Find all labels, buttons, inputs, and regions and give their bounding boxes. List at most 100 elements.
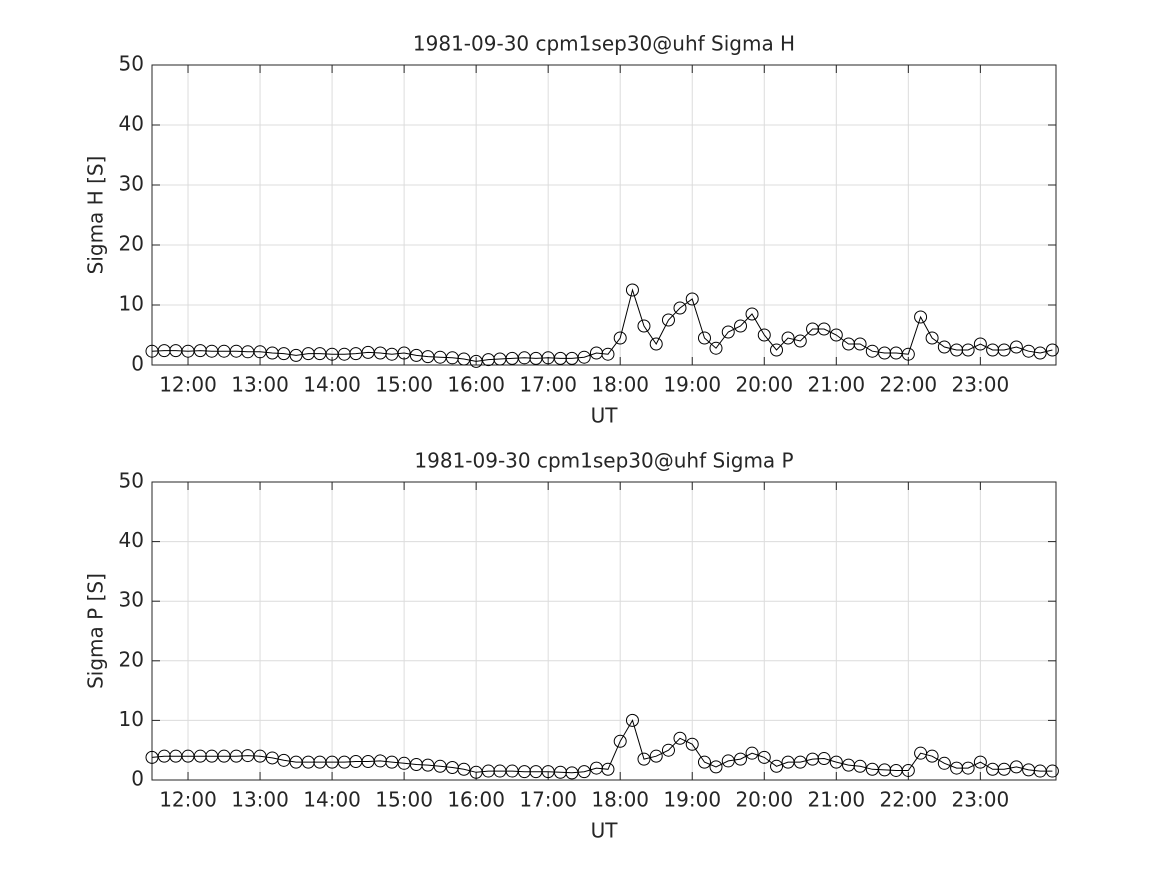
data-point (709, 341, 723, 355)
x-tick-label: 18:00 (591, 788, 649, 812)
x-tick-label: 14:00 (303, 788, 361, 812)
y-tick-label: 20 (119, 647, 144, 671)
chart-title: 1981-09-30 cpm1sep30@uhf Sigma H (413, 32, 795, 56)
data-point (961, 761, 975, 775)
data-point (457, 352, 471, 366)
y-tick-label: 40 (119, 112, 144, 136)
x-tick-label: 19:00 (663, 788, 721, 812)
data-point (661, 743, 675, 757)
data-point (757, 328, 771, 342)
data-point (901, 347, 915, 361)
data-point (1045, 343, 1059, 357)
data-point (637, 752, 651, 766)
data-point (829, 755, 843, 769)
data-point (1045, 764, 1059, 778)
data-point (649, 749, 663, 763)
axes-box (151, 481, 1057, 781)
x-axis-label: UT (591, 404, 619, 428)
data-point (601, 347, 615, 361)
y-tick-label: 30 (119, 588, 144, 612)
data-point (817, 752, 831, 766)
data-point (829, 328, 843, 342)
data-point (997, 762, 1011, 776)
data-point (613, 734, 627, 748)
data-point (973, 755, 987, 769)
data-point (745, 307, 759, 321)
x-tick-label: 17:00 (519, 373, 577, 397)
y-tick-label: 50 (119, 469, 144, 493)
x-tick-label: 20:00 (735, 373, 793, 397)
data-point (661, 313, 675, 327)
x-tick-label: 22:00 (880, 788, 938, 812)
x-tick-label: 19:00 (663, 373, 721, 397)
data-point (577, 765, 591, 779)
data-point (914, 310, 928, 324)
y-tick-label: 20 (119, 232, 144, 256)
x-tick-label: 15:00 (375, 373, 433, 397)
x-tick-label: 23:00 (952, 373, 1010, 397)
data-point (1033, 346, 1047, 360)
data-point (734, 752, 748, 766)
data-point (673, 301, 687, 315)
data-point (601, 762, 615, 776)
data-point (457, 762, 471, 776)
data-point (1009, 340, 1023, 354)
subplot: 0 10 20 30 40 50 12:00 13:00 14:00 15:00 16:00 17:0… (84, 32, 1059, 428)
chart-title: 1981-09-30 cpm1sep30@uhf Sigma P (414, 449, 793, 473)
data-point (697, 755, 711, 769)
x-tick-label: 16:00 (447, 373, 505, 397)
subplot: 0 10 20 30 40 50 12:00 13:00 14:00 15:00 16:00 17:0… (84, 449, 1059, 843)
data-point (853, 337, 867, 351)
x-tick-label: 21:00 (807, 373, 865, 397)
data-point (577, 350, 591, 364)
x-tick-label: 14:00 (303, 373, 361, 397)
x-axis-label: UT (591, 819, 619, 843)
data-point (793, 334, 807, 348)
data-point (937, 756, 951, 770)
data-point (734, 319, 748, 333)
data-point (853, 759, 867, 773)
x-tick-label: 18:00 (591, 373, 649, 397)
x-tick-label: 15:00 (375, 788, 433, 812)
x-tick-label: 21:00 (807, 788, 865, 812)
data-point (1009, 760, 1023, 774)
y-axis-label: Sigma P [S] (84, 573, 108, 689)
data-point (757, 750, 771, 764)
x-tick-label: 20:00 (735, 788, 793, 812)
y-tick-label: 30 (119, 172, 144, 196)
data-point (685, 737, 699, 751)
y-tick-label: 40 (119, 528, 144, 552)
data-point (793, 755, 807, 769)
x-tick-label: 13:00 (231, 788, 289, 812)
data-point (925, 331, 939, 345)
y-tick-label: 50 (119, 52, 144, 76)
data-point (649, 337, 663, 351)
data-point (745, 746, 759, 760)
x-tick-label: 16:00 (447, 788, 505, 812)
data-point (625, 713, 639, 727)
x-tick-label: 12:00 (159, 788, 217, 812)
x-tick-label: 13:00 (231, 373, 289, 397)
data-point (685, 292, 699, 306)
data-point (901, 763, 915, 777)
x-tick-label: 12:00 (159, 373, 217, 397)
y-tick-label: 10 (119, 707, 144, 731)
data-point (770, 759, 784, 773)
x-tick-label: 17:00 (519, 788, 577, 812)
data-point (625, 283, 639, 297)
x-tick-label: 23:00 (952, 788, 1010, 812)
data-point (770, 343, 784, 357)
data-point (697, 331, 711, 345)
data-point (925, 749, 939, 763)
data-point (997, 343, 1011, 357)
data-point (613, 331, 627, 345)
x-tick-label: 22:00 (880, 373, 938, 397)
data-point (781, 331, 795, 345)
data-point (973, 337, 987, 351)
y-tick-label: 0 (131, 352, 144, 376)
data-point (961, 343, 975, 357)
data-point (817, 322, 831, 336)
data-point (637, 319, 651, 333)
axes-box (151, 64, 1057, 366)
